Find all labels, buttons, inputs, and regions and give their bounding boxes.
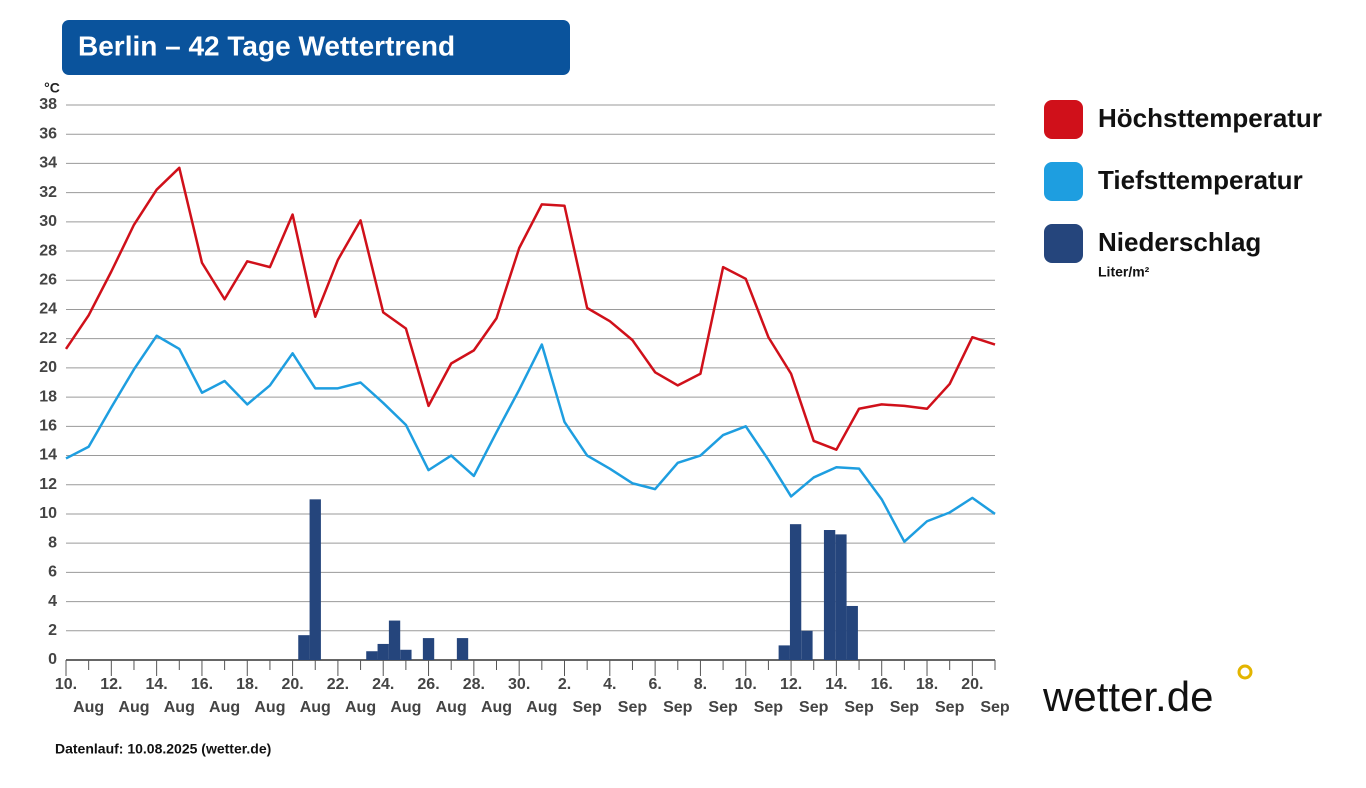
y-tick-label: 24	[39, 301, 57, 318]
x-tick-month: Aug	[345, 699, 376, 716]
y-tick-label: 22	[39, 330, 57, 347]
x-tick-day: 26.	[417, 676, 439, 693]
x-tick-month: Sep	[618, 699, 648, 716]
y-tick-label: 32	[39, 184, 57, 201]
precip-bar	[789, 524, 802, 660]
y-tick-label: 34	[39, 155, 57, 172]
legend-swatch	[1044, 162, 1083, 201]
x-tick-day: 16.	[191, 676, 213, 693]
y-tick-label: 38	[39, 96, 57, 113]
y-tick-label: 0	[48, 651, 57, 668]
legend-label: Tiefsttemperatur	[1098, 165, 1303, 195]
legend-swatch	[1044, 224, 1083, 263]
title-box	[62, 20, 570, 75]
y-tick-label: 18	[39, 388, 57, 405]
x-tick-day: 30.	[508, 676, 530, 693]
y-unit: °C	[44, 80, 60, 96]
y-tick-label: 20	[39, 359, 57, 376]
x-tick-month: Sep	[799, 699, 829, 716]
x-tick-month: Sep	[572, 699, 602, 716]
x-tick-day: 10.	[735, 676, 757, 693]
x-tick-day: 8.	[694, 676, 707, 693]
x-tick-day: 28.	[463, 676, 485, 693]
x-tick-month: Aug	[526, 699, 557, 716]
logo-dot	[1237, 664, 1253, 680]
precip-bar	[846, 605, 858, 660]
y-tick-label: 16	[39, 418, 57, 435]
x-tick-month: Sep	[663, 699, 693, 716]
legend-unit: Liter/m²	[1098, 264, 1150, 280]
y-tick-label: 10	[39, 505, 57, 522]
precip-bar	[366, 651, 378, 660]
legend-label: Niederschlag	[1098, 227, 1261, 257]
precip-bar	[456, 638, 469, 660]
x-tick-day: 24.	[372, 676, 394, 693]
x-tick-month: Sep	[935, 699, 965, 716]
precip-bar	[778, 645, 790, 660]
temp-line	[64, 166, 996, 451]
x-tick-month: Aug	[436, 699, 467, 716]
x-tick-month: Aug	[73, 699, 104, 716]
x-tick-month: Aug	[481, 699, 512, 716]
x-tick-day: 20.	[281, 676, 303, 693]
precip-bar	[309, 499, 321, 660]
temp-line	[65, 334, 996, 543]
x-tick-day: 2.	[558, 676, 571, 693]
x-tick-day: 12.	[780, 676, 802, 693]
x-tick-month: Aug	[254, 699, 285, 716]
x-tick-day: 20.	[961, 676, 983, 693]
x-tick-month: Sep	[980, 699, 1010, 716]
x-tick-day: 18.	[916, 676, 938, 693]
precip-bar	[823, 530, 836, 660]
y-tick-label: 36	[39, 125, 57, 142]
x-tick-month: Sep	[708, 699, 738, 716]
y-tick-label: 2	[48, 622, 57, 639]
precip-bar	[801, 630, 813, 660]
x-tick-month: Sep	[754, 699, 784, 716]
x-tick-day: 12.	[100, 676, 122, 693]
y-tick-label: 30	[39, 213, 57, 230]
x-tick-day: 18.	[236, 676, 258, 693]
x-tick-day: 14.	[825, 676, 847, 693]
x-tick-month: Aug	[164, 699, 195, 716]
precip-bar	[298, 635, 310, 660]
precip-bar	[388, 620, 401, 660]
legend-swatch	[1044, 100, 1083, 139]
chart-title: Berlin – 42 Tage Wettertrend	[78, 30, 455, 61]
precip-bar	[377, 643, 389, 660]
y-tick-label: 14	[39, 447, 57, 464]
x-tick-day: 14.	[146, 676, 168, 693]
x-tick-month: Sep	[890, 699, 920, 716]
precip-bar	[422, 638, 435, 660]
precip-bar	[835, 534, 847, 660]
x-tick-day: 22.	[327, 676, 349, 693]
y-tick-label: 8	[48, 534, 57, 551]
logo: wetter.de	[1042, 673, 1213, 720]
x-tick-month: Aug	[118, 699, 149, 716]
x-tick-day: 10.	[55, 676, 77, 693]
y-tick-label: 28	[39, 242, 57, 259]
x-tick-month: Aug	[390, 699, 421, 716]
precip-bar	[400, 649, 412, 660]
x-tick-month: Aug	[209, 699, 240, 716]
x-tick-day: 6.	[648, 676, 661, 693]
y-tick-label: 6	[48, 564, 57, 581]
x-tick-month: Sep	[844, 699, 874, 716]
x-tick-month: Aug	[300, 699, 331, 716]
footer: Datenlauf: 10.08.2025 (wetter.de)	[55, 741, 271, 757]
legend-label: Höchsttemperatur	[1098, 103, 1322, 133]
y-tick-label: 12	[39, 476, 57, 493]
y-tick-label: 4	[48, 593, 57, 610]
x-tick-day: 16.	[871, 676, 893, 693]
x-tick-day: 4.	[603, 676, 616, 693]
y-tick-label: 26	[39, 271, 57, 288]
